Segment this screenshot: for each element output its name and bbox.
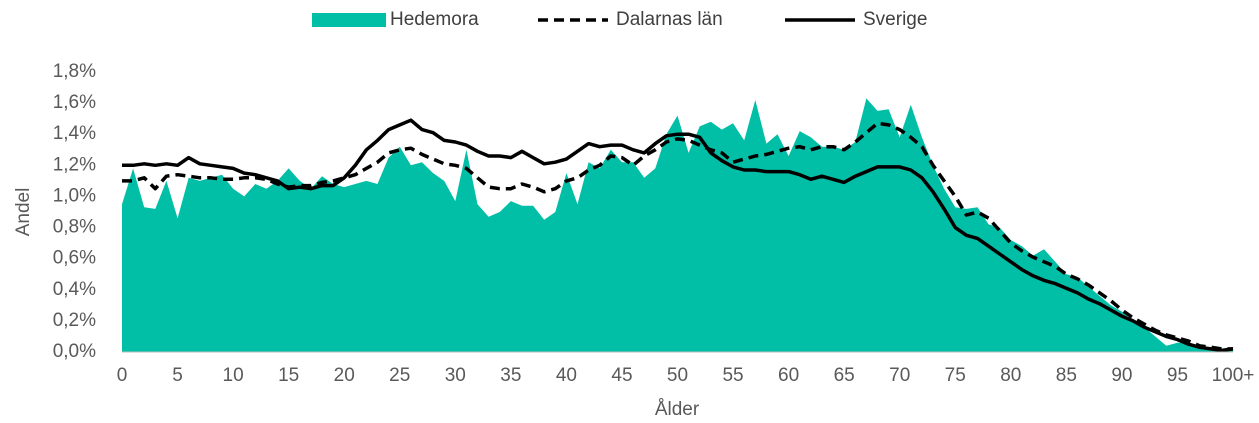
legend-label: Dalarnas län [616,9,723,30]
x-tick-label: 5 [172,365,183,386]
y-tick-label: 1,2% [53,154,96,175]
x-tick-label: 20 [334,365,355,386]
x-tick-label: 10 [223,365,244,386]
x-tick-label: 75 [945,365,966,386]
legend-label: Sverige [863,9,927,30]
x-tick-label: 85 [1056,365,1077,386]
y-tick-label: 1,8% [53,61,96,82]
x-tick-label: 80 [1000,365,1021,386]
y-tick-label: 0,2% [53,310,96,331]
x-tick-label: 90 [1111,365,1132,386]
y-tick-label: 0,4% [53,279,96,300]
y-tick-label: 0,8% [53,217,96,238]
legend-swatch [312,13,386,27]
x-axis-title: Ålder [655,399,700,420]
x-tick-label: 50 [667,365,688,386]
x-tick-label: 60 [778,365,799,386]
y-tick-label: 1,6% [53,92,96,113]
y-tick-label: 1,0% [53,185,96,206]
y-tick-label: 1,4% [53,123,96,144]
y-tick-label: 0,6% [53,248,96,269]
x-tick-label: 100+ [1212,365,1255,386]
x-tick-label: 45 [611,365,632,386]
x-tick-label: 40 [556,365,577,386]
line [122,121,1233,351]
y-axis-title: Andel [13,188,34,237]
y-tick-label: 0,0% [53,341,96,362]
legend-label: Hedemora [390,9,479,30]
x-tick-label: 30 [445,365,466,386]
line [122,118,1234,353]
x-tick-label: 65 [834,365,855,386]
x-tick-label: 35 [500,365,521,386]
x-tick-label: 15 [278,365,299,386]
area [122,98,1233,353]
x-tick-label: 25 [389,365,410,386]
x-tick-label: 95 [1167,365,1188,386]
x-tick-label: 55 [722,365,743,386]
x-tick-label: 70 [889,365,910,386]
x-tick-label: 0 [117,365,128,386]
